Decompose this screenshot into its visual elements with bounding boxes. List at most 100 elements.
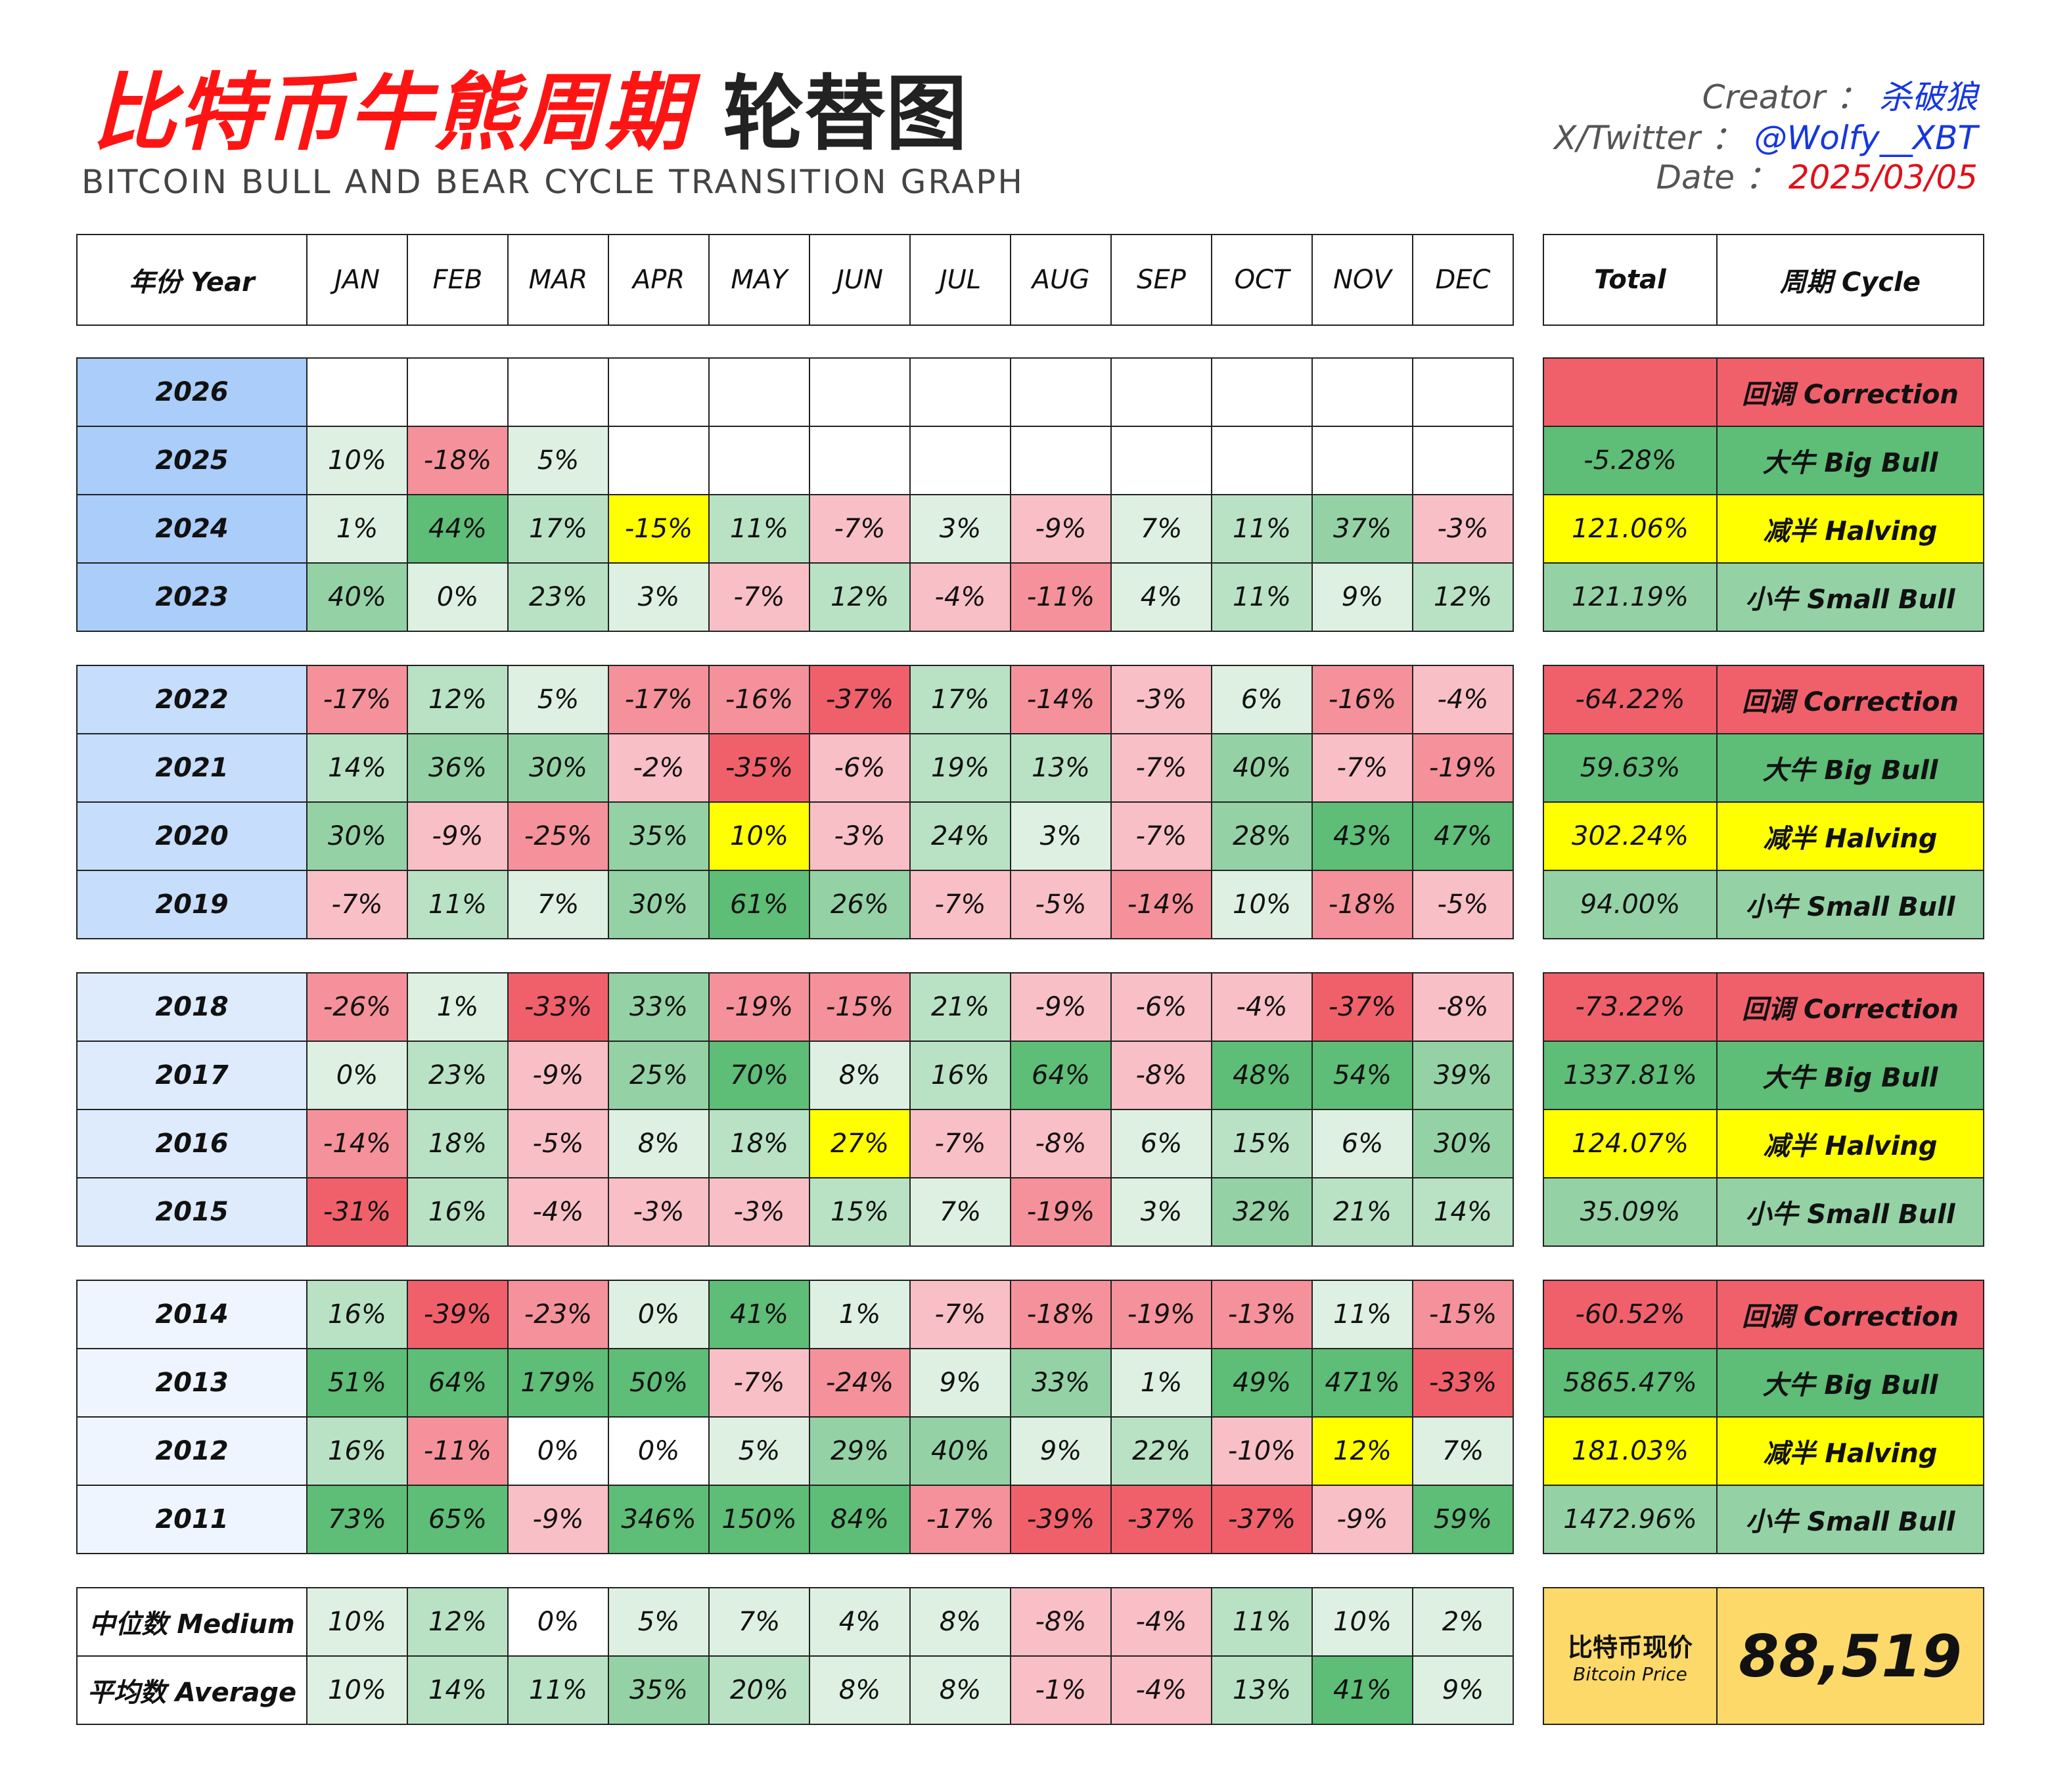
cell-2018-may: -19% — [708, 972, 810, 1042]
cell-2011-jul: -17% — [909, 1485, 1011, 1554]
stat-medium-jul: 8% — [909, 1587, 1011, 1657]
cell-2016-dec: 30% — [1412, 1109, 1514, 1178]
cell-2019-dec: -5% — [1412, 870, 1514, 939]
cell-2020-nov: 43% — [1311, 801, 1413, 871]
stat-medium-may: 7% — [708, 1587, 810, 1657]
cell-2024-dec: -3% — [1412, 494, 1514, 564]
cell-2011-aug: -39% — [1010, 1485, 1112, 1554]
cell-2021-oct: 40% — [1211, 733, 1313, 803]
twitter-handle[interactable]: @Wolfy__XBT — [1754, 119, 1978, 157]
year-label-2020: 2020 — [76, 801, 308, 871]
cycle-2013: 大牛 Big Bull — [1716, 1348, 1984, 1418]
cell-2022-dec: -4% — [1412, 665, 1514, 734]
total-2013: 5865.47% — [1543, 1348, 1718, 1418]
cell-2017-oct: 48% — [1211, 1041, 1313, 1110]
cell-2023-may: -7% — [708, 562, 810, 632]
cell-2025-jun — [809, 426, 911, 495]
cell-2019-aug: -5% — [1010, 870, 1112, 939]
cell-2020-jun: -3% — [809, 801, 911, 871]
header-month-may: MAY — [708, 234, 810, 326]
stat-average-jun: 8% — [809, 1655, 911, 1725]
total-2016: 124.07% — [1543, 1109, 1718, 1178]
cell-2013-dec: -33% — [1412, 1348, 1514, 1418]
total-2018: -73.22% — [1543, 972, 1718, 1042]
cell-2011-dec: 59% — [1412, 1485, 1514, 1554]
cell-2021-feb: 36% — [407, 733, 509, 803]
cell-2017-aug: 64% — [1010, 1041, 1112, 1110]
cell-2015-jul: 7% — [909, 1177, 1011, 1247]
date-label: Date ： — [1656, 158, 1778, 196]
cell-2013-jun: -24% — [809, 1348, 911, 1418]
cell-2025-sep — [1110, 426, 1212, 495]
cell-2022-jul: 17% — [909, 665, 1011, 734]
cell-2026-sep — [1110, 357, 1212, 427]
cell-2013-may: -7% — [708, 1348, 810, 1418]
cell-2017-mar: -9% — [507, 1041, 609, 1110]
cell-2022-aug: -14% — [1010, 665, 1112, 734]
cell-2019-feb: 11% — [407, 870, 509, 939]
cell-2011-jun: 84% — [809, 1485, 911, 1554]
cell-2022-jun: -37% — [809, 665, 911, 734]
total-2015: 35.09% — [1543, 1177, 1718, 1247]
total-2023: 121.19% — [1543, 562, 1718, 632]
total-2014: -60.52% — [1543, 1280, 1718, 1349]
cell-2023-sep: 4% — [1110, 562, 1212, 632]
cell-2026-dec — [1412, 357, 1514, 427]
cell-2022-mar: 5% — [507, 665, 609, 734]
stat-average-mar: 11% — [507, 1655, 609, 1725]
cell-2017-jun: 8% — [809, 1041, 911, 1110]
cell-2025-mar: 5% — [507, 426, 609, 495]
cell-2024-jul: 3% — [909, 494, 1011, 564]
cell-2020-oct: 28% — [1211, 801, 1313, 871]
cell-2024-nov: 37% — [1311, 494, 1413, 564]
stat-average-aug: -1% — [1010, 1655, 1112, 1725]
cell-2015-dec: 14% — [1412, 1177, 1514, 1247]
header-month-aug: AUG — [1010, 234, 1112, 326]
header-month-dec: DEC — [1412, 234, 1514, 326]
cycle-2019: 小牛 Small Bull — [1716, 870, 1984, 939]
cell-2019-sep: -14% — [1110, 870, 1212, 939]
cell-2014-jun: 1% — [809, 1280, 911, 1349]
cell-2023-jul: -4% — [909, 562, 1011, 632]
cell-2016-feb: 18% — [407, 1109, 509, 1178]
stat-medium-aug: -8% — [1010, 1587, 1112, 1657]
total-2011: 1472.96% — [1543, 1485, 1718, 1554]
stat-medium-sep: -4% — [1110, 1587, 1212, 1657]
cell-2021-dec: -19% — [1412, 733, 1514, 803]
cell-2023-oct: 11% — [1211, 562, 1313, 632]
year-label-2013: 2013 — [76, 1348, 308, 1418]
cell-2016-mar: -5% — [507, 1109, 609, 1178]
stat-medium-nov: 10% — [1311, 1587, 1413, 1657]
year-label-2026: 2026 — [76, 357, 308, 427]
cell-2016-nov: 6% — [1311, 1109, 1413, 1178]
cell-2022-may: -16% — [708, 665, 810, 734]
stat-label-medium: 中位数 Medium — [76, 1587, 308, 1657]
cell-2018-oct: -4% — [1211, 972, 1313, 1042]
cell-2024-oct: 11% — [1211, 494, 1313, 564]
header-month-jun: JUN — [809, 234, 911, 326]
cell-2013-nov: 471% — [1311, 1348, 1413, 1418]
header-total: Total — [1543, 234, 1718, 326]
cell-2013-aug: 33% — [1010, 1348, 1112, 1418]
cell-2022-nov: -16% — [1311, 665, 1413, 734]
header-month-sep: SEP — [1110, 234, 1212, 326]
header-month-jan: JAN — [306, 234, 408, 326]
cell-2016-apr: 8% — [608, 1109, 710, 1178]
header-month-feb: FEB — [407, 234, 509, 326]
stat-medium-jan: 10% — [306, 1587, 408, 1657]
cell-2014-may: 41% — [708, 1280, 810, 1349]
cell-2012-aug: 9% — [1010, 1416, 1112, 1486]
cell-2014-oct: -13% — [1211, 1280, 1313, 1349]
cell-2012-jul: 40% — [909, 1416, 1011, 1486]
year-label-2011: 2011 — [76, 1485, 308, 1554]
cell-2016-oct: 15% — [1211, 1109, 1313, 1178]
creator-name: 杀破狼 — [1879, 78, 1978, 116]
total-2024: 121.06% — [1543, 494, 1718, 564]
cell-2024-feb: 44% — [407, 494, 509, 564]
cell-2026-oct — [1211, 357, 1313, 427]
cell-2012-feb: -11% — [407, 1416, 509, 1486]
cell-2020-sep: -7% — [1110, 801, 1212, 871]
cell-2023-jan: 40% — [306, 562, 408, 632]
cell-2019-jan: -7% — [306, 870, 408, 939]
cell-2017-apr: 25% — [608, 1041, 710, 1110]
